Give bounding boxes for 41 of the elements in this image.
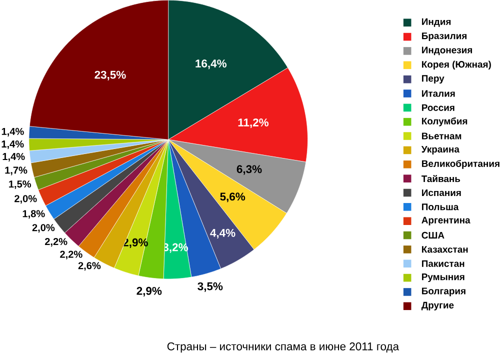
text: Страны – источники спама в июне 2011 года — [167, 342, 400, 353]
data-label: 11,2% — [238, 118, 269, 128]
legend-label: Пакистан — [422, 260, 464, 268]
legend-label: Украина — [421, 146, 460, 155]
legend-label: Бразилия — [422, 32, 467, 42]
legend-label: Индия — [422, 18, 451, 28]
data-label: 1,4% — [2, 140, 24, 150]
data-label: 2,2% — [60, 250, 82, 260]
legend-label: Перу — [422, 75, 444, 84]
data-label: 2,9% — [136, 287, 162, 297]
data-label: 2,0% — [14, 195, 37, 204]
data-label: 2,6% — [78, 262, 101, 271]
legend-label: Казахстан — [422, 246, 468, 253]
legend-label: США — [422, 232, 444, 239]
data-label: 3,5% — [198, 282, 223, 292]
data-label: 1,4% — [2, 153, 25, 162]
legend-label: Россия — [422, 104, 454, 112]
legend-label: Испания — [422, 190, 461, 196]
legend-label: Индонезия — [422, 46, 472, 56]
legend-label: Корея (Южная) — [422, 60, 491, 70]
legend-label: Великобритания — [422, 160, 500, 170]
data-label: 1,4% — [2, 128, 24, 137]
legend-label: Другие — [421, 302, 454, 311]
legend-label: Польша — [422, 204, 459, 210]
data-label: 2,0% — [32, 224, 55, 233]
legend-label: Италия — [422, 90, 455, 98]
legend-label: Вьетнам — [422, 132, 462, 140]
legend-label: Аргентина — [422, 217, 470, 226]
legend-label: Болгария — [422, 288, 466, 296]
legend-label: Румыния — [422, 274, 464, 282]
data-label: 2,2% — [44, 238, 68, 247]
legend-label: Колумбия — [422, 118, 468, 127]
data-label: 6,3% — [236, 165, 262, 175]
data-label: 5,6% — [220, 192, 246, 202]
data-label: 1,8% — [22, 210, 45, 219]
legend-label: Тайвань — [422, 175, 460, 182]
data-label: 16,4% — [196, 60, 227, 70]
data-label: 1,7% — [5, 166, 28, 176]
data-label: 1,5% — [9, 180, 32, 190]
data-label: 4,4% — [210, 229, 236, 239]
data-label: 23,5% — [94, 71, 126, 81]
